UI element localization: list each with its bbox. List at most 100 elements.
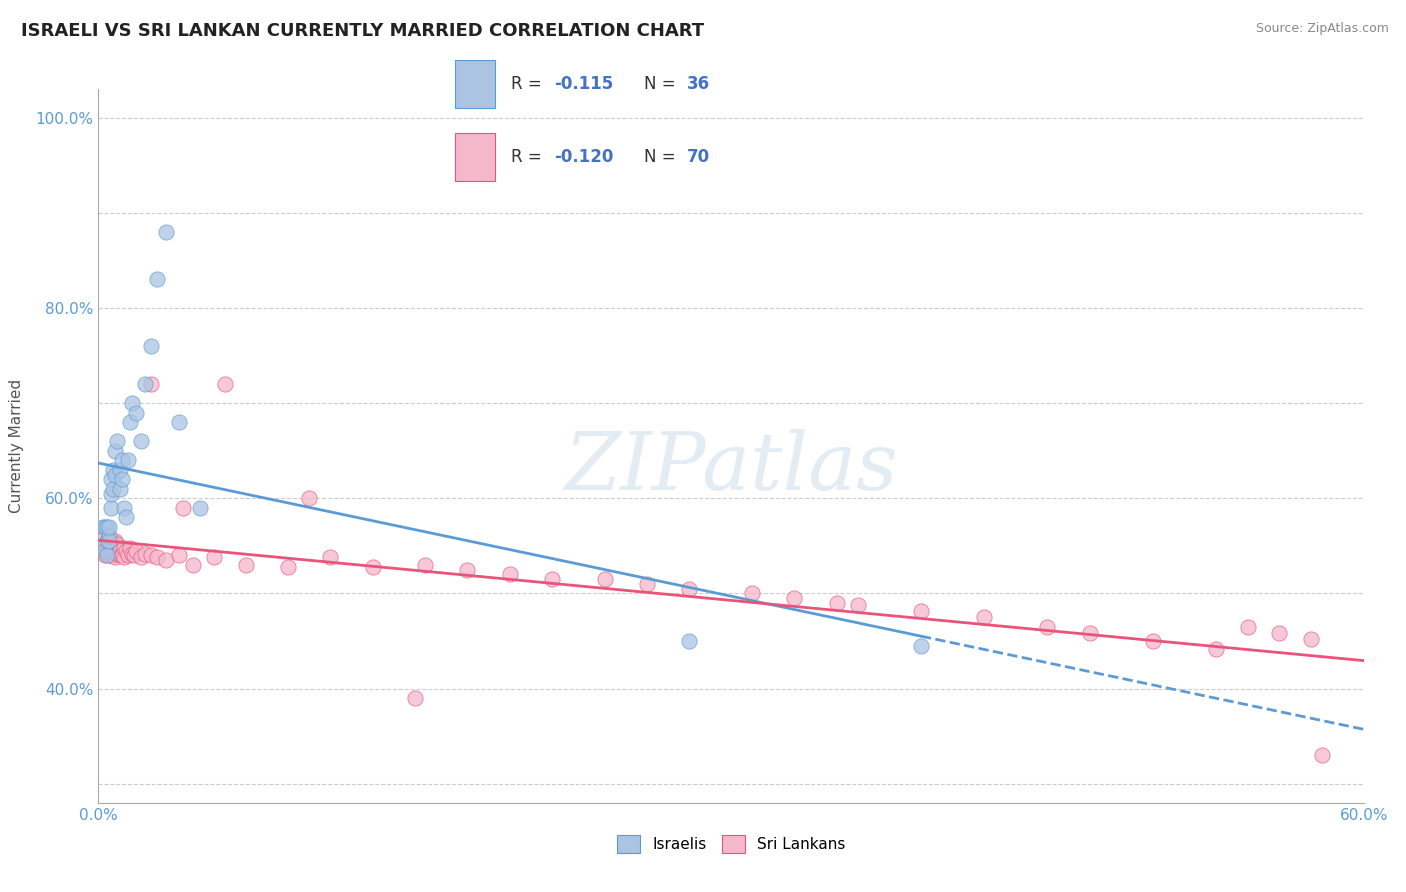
Point <box>111 453 132 467</box>
Point <box>107 537 129 551</box>
Point <box>103 463 125 477</box>
Point <box>93 543 117 558</box>
Point <box>741 586 763 600</box>
Point <box>120 541 141 555</box>
Text: ZIPatlas: ZIPatlas <box>564 429 898 506</box>
Point <box>204 550 226 565</box>
Point <box>100 543 122 558</box>
Point <box>98 520 121 534</box>
Point <box>1078 626 1101 640</box>
Point <box>172 500 194 515</box>
Text: 70: 70 <box>688 148 710 166</box>
Point <box>120 415 141 429</box>
Point <box>499 567 522 582</box>
Point <box>103 543 125 558</box>
Point <box>115 543 138 558</box>
Point <box>1142 634 1164 648</box>
Point <box>100 500 122 515</box>
Point <box>91 520 114 534</box>
Point <box>456 563 478 577</box>
Point <box>167 415 190 429</box>
Point <box>104 543 127 558</box>
Point <box>96 534 118 549</box>
Text: N =: N = <box>644 75 675 93</box>
Point <box>146 272 169 286</box>
FancyBboxPatch shape <box>456 60 495 108</box>
Point <box>115 510 138 524</box>
Text: ISRAELI VS SRI LANKAN CURRENTLY MARRIED CORRELATION CHART: ISRAELI VS SRI LANKAN CURRENTLY MARRIED … <box>21 22 704 40</box>
Point <box>104 467 127 482</box>
Point <box>593 572 616 586</box>
Point <box>108 463 131 477</box>
Point <box>910 604 932 618</box>
Point <box>678 634 700 648</box>
Point <box>825 596 848 610</box>
Text: R =: R = <box>510 75 541 93</box>
Text: 36: 36 <box>688 75 710 93</box>
Point <box>235 558 257 572</box>
Point <box>134 377 156 392</box>
Point <box>107 547 129 561</box>
Point <box>100 549 122 563</box>
Point <box>125 543 148 558</box>
Point <box>134 547 156 561</box>
Point <box>1301 632 1323 647</box>
Point <box>103 482 125 496</box>
Text: N =: N = <box>644 148 675 166</box>
Point <box>1205 641 1227 656</box>
Point <box>1237 620 1260 634</box>
Point <box>155 553 177 567</box>
Point <box>98 529 121 543</box>
Point <box>214 377 236 392</box>
Point <box>112 500 135 515</box>
Point <box>98 529 121 543</box>
Point <box>117 549 139 563</box>
Y-axis label: Currently Married: Currently Married <box>10 379 24 513</box>
Point <box>107 434 129 449</box>
Point <box>96 549 118 563</box>
Point <box>96 520 118 534</box>
Text: R =: R = <box>510 148 541 166</box>
Point <box>108 549 131 563</box>
Point <box>129 434 152 449</box>
Point <box>111 547 132 561</box>
Point <box>141 377 163 392</box>
Point <box>104 550 127 565</box>
Point <box>98 543 121 558</box>
Point <box>98 534 121 549</box>
Text: -0.115: -0.115 <box>554 75 613 93</box>
Point <box>96 534 118 549</box>
Point <box>108 482 131 496</box>
Point <box>104 443 127 458</box>
Point <box>146 550 169 565</box>
Point <box>141 339 163 353</box>
Point <box>1310 748 1333 763</box>
Point <box>124 549 146 563</box>
Point <box>121 396 143 410</box>
Point <box>93 529 117 543</box>
Point <box>155 225 177 239</box>
Point <box>783 591 806 606</box>
Point <box>846 598 869 612</box>
Text: -0.120: -0.120 <box>554 148 613 166</box>
Point <box>1268 626 1291 640</box>
Point <box>188 500 211 515</box>
Point <box>93 549 117 563</box>
Legend: Israelis, Sri Lankans: Israelis, Sri Lankans <box>612 829 851 859</box>
Point <box>111 472 132 486</box>
Point <box>103 534 125 549</box>
Point <box>910 639 932 653</box>
Point <box>973 610 995 624</box>
Point <box>277 559 299 574</box>
Point <box>298 491 321 506</box>
Point <box>98 549 121 563</box>
Point <box>108 541 131 555</box>
Point <box>540 572 562 586</box>
Point <box>413 558 436 572</box>
Point <box>93 520 117 534</box>
FancyBboxPatch shape <box>456 133 495 181</box>
Point <box>361 559 384 574</box>
Point <box>167 549 190 563</box>
Point <box>125 406 148 420</box>
Point <box>111 549 132 563</box>
